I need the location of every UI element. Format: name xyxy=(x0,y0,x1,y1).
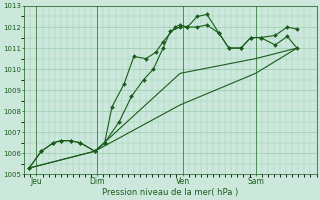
X-axis label: Pression niveau de la mer( hPa ): Pression niveau de la mer( hPa ) xyxy=(102,188,238,197)
